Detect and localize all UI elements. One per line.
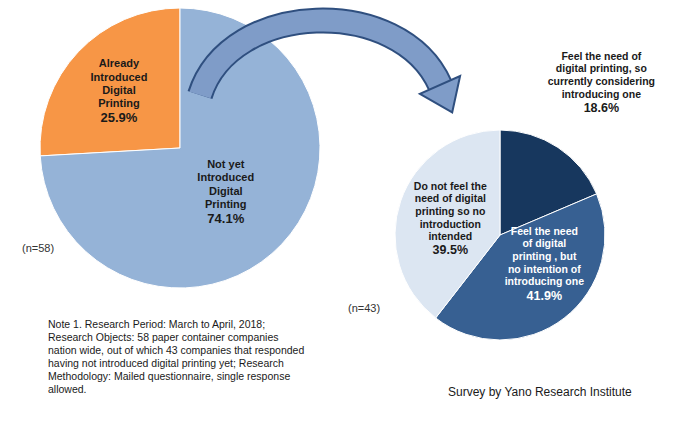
svg-text:Feel the needof digitalprintin: Feel the needof digitalprinting , butno …: [505, 225, 584, 303]
svg-text:(n=58): (n=58): [22, 242, 54, 254]
svg-text:Do not feel theneed of digital: Do not feel theneed of digitalprinting s…: [414, 180, 487, 258]
html-text:Survey by Yano Research Instit: Survey by Yano Research Institute: [448, 385, 632, 399]
svg-text:Feel the need ofdigital printi: Feel the need ofdigital printing, socurr…: [548, 50, 655, 115]
svg-text:Not yetIntroducedDigitalPrinti: Not yetIntroducedDigitalPrinting74.1%: [197, 158, 254, 226]
svg-text:AlreadyIntroducedDigitalPrinti: AlreadyIntroducedDigitalPrinting25.9%: [91, 57, 148, 125]
html-text:Note 1. Research Period: March: Note 1. Research Period: March to April,…: [48, 318, 305, 395]
svg-text:(n=43): (n=43): [348, 302, 380, 314]
